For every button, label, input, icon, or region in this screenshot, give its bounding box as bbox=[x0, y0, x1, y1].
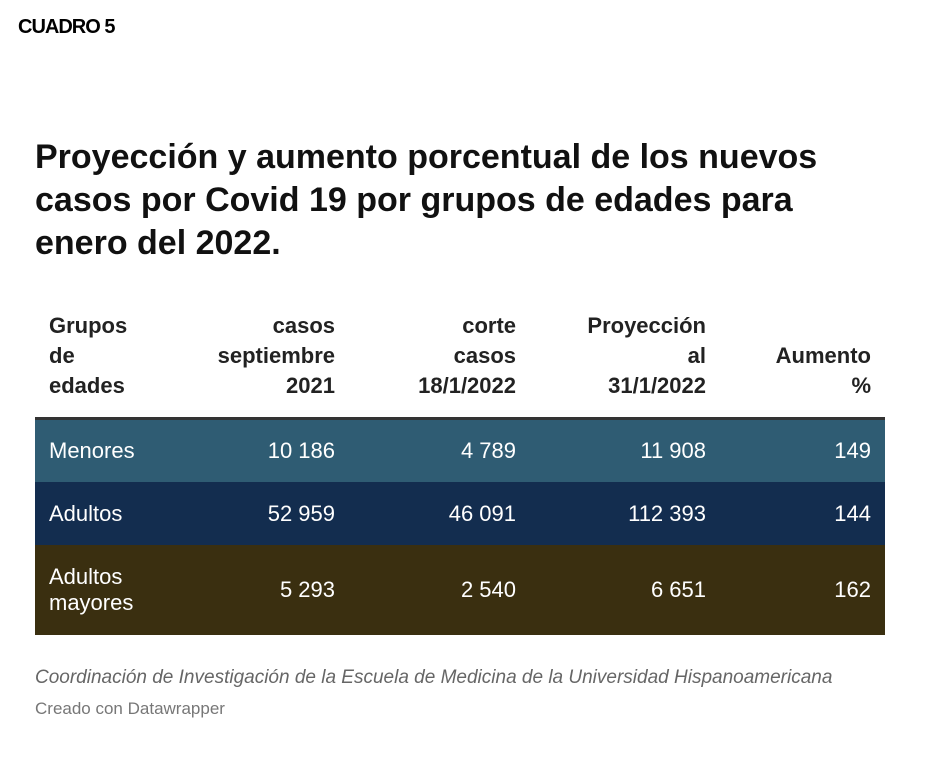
table-row: Menores 10 186 4 789 11 908 149 bbox=[35, 418, 885, 482]
data-table: Grupos de edades casos septiembre 2021 c… bbox=[35, 311, 885, 635]
cell-proyeccion: 11 908 bbox=[530, 418, 720, 482]
cell-proyeccion: 112 393 bbox=[530, 482, 720, 545]
header-casos-septiembre: casos septiembre 2021 bbox=[185, 311, 349, 420]
cell-corte-casos: 46 091 bbox=[349, 482, 530, 545]
cell-corte-casos: 2 540 bbox=[349, 545, 530, 635]
cell-casos-septiembre: 5 293 bbox=[185, 545, 349, 635]
header-corte-casos: corte casos 18/1/2022 bbox=[349, 311, 530, 420]
figure-label: CUADRO 5 bbox=[18, 16, 115, 38]
cell-aumento: 162 bbox=[720, 545, 885, 635]
header-grupos: Grupos de edades bbox=[35, 311, 185, 420]
cell-aumento: 149 bbox=[720, 418, 885, 482]
header-proyeccion: Proyección al 31/1/2022 bbox=[530, 311, 720, 420]
cell-group: Adultos bbox=[35, 482, 185, 545]
cell-aumento: 144 bbox=[720, 482, 885, 545]
cell-casos-septiembre: 52 959 bbox=[185, 482, 349, 545]
table-row: Adultos mayores 5 293 2 540 6 651 162 bbox=[35, 545, 885, 635]
source-note: Coordinación de Investigación de la Escu… bbox=[35, 667, 833, 688]
table-title: Proyección y aumento porcentual de los n… bbox=[35, 138, 818, 262]
cell-corte-casos: 4 789 bbox=[349, 418, 530, 482]
datawrapper-credit: Creado con Datawrapper bbox=[35, 699, 225, 718]
header-aumento: Aumento % bbox=[720, 311, 885, 420]
cell-proyeccion: 6 651 bbox=[530, 545, 720, 635]
cell-casos-septiembre: 10 186 bbox=[185, 418, 349, 482]
header-row: Grupos de edades casos septiembre 2021 c… bbox=[35, 311, 885, 420]
cell-group: Menores bbox=[35, 418, 185, 482]
cell-group: Adultos mayores bbox=[35, 545, 185, 635]
table-row: Adultos 52 959 46 091 112 393 144 bbox=[35, 482, 885, 545]
